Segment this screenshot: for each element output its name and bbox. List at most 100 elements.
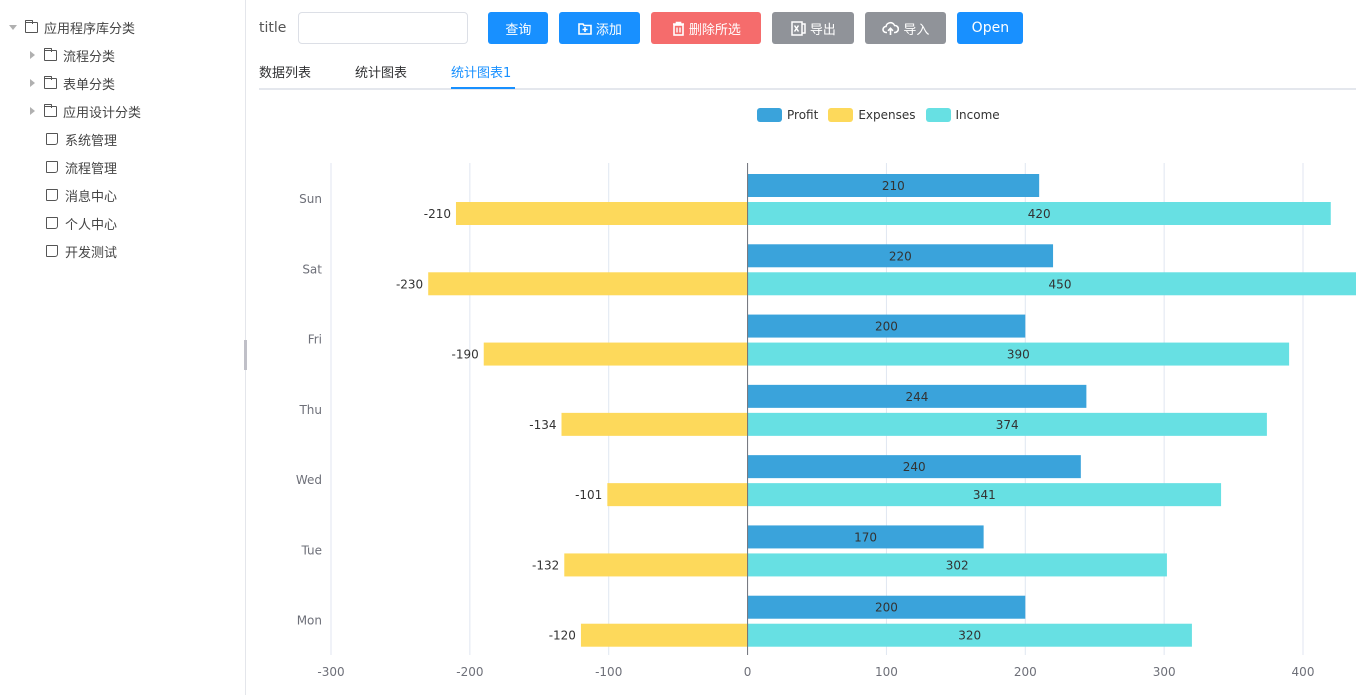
excel-icon <box>791 20 806 36</box>
caret-right-icon[interactable] <box>30 51 35 59</box>
bar-income <box>747 553 1167 577</box>
legend-label-expenses: Expenses <box>858 108 916 122</box>
tab-statistics-chart-1[interactable]: 统计图表1 <box>451 66 512 81</box>
x-tick-label: -300 <box>317 665 344 679</box>
bar-profit <box>747 455 1081 479</box>
folder-icon <box>43 103 57 117</box>
legend-label-profit: Profit <box>787 108 819 122</box>
legend-swatch-income <box>925 108 951 122</box>
data-label-income: 341 <box>973 488 996 502</box>
legend-item-income[interactable]: Income <box>925 108 1000 122</box>
legend-item-expenses[interactable]: Expenses <box>828 108 916 122</box>
bar-expenses <box>455 202 748 225</box>
data-label-income: 420 <box>1028 207 1051 221</box>
data-label-profit: 170 <box>854 530 877 544</box>
x-tick-label: -200 <box>456 665 483 679</box>
bar-expenses <box>580 623 748 647</box>
data-label-income: 374 <box>996 418 1019 432</box>
delete-selected-button[interactable]: 删除所选 <box>651 12 762 44</box>
tree-item[interactable]: 流程管理 <box>46 153 117 181</box>
data-label-income: 450 <box>1049 277 1072 291</box>
caret-right-icon[interactable] <box>30 79 35 87</box>
import-button-label: 导入 <box>903 22 930 38</box>
y-category-label: Mon <box>297 614 322 628</box>
query-button[interactable]: 查询 <box>488 12 549 44</box>
tree-item-label: 消息中心 <box>65 189 118 205</box>
data-label-profit: 200 <box>875 601 898 615</box>
open-button[interactable]: Open <box>957 12 1024 44</box>
bar-expenses <box>561 412 748 436</box>
add-button[interactable]: 添加 <box>559 12 641 44</box>
data-label-expenses: -190 <box>452 348 479 362</box>
bar-profit <box>747 244 1054 268</box>
export-button[interactable]: 导出 <box>772 12 855 44</box>
file-icon <box>46 161 58 173</box>
title-search-input[interactable] <box>298 12 469 44</box>
y-category-label: Sat <box>302 262 322 276</box>
data-label-expenses: -134 <box>529 418 556 432</box>
y-category-label: Wed <box>296 473 322 487</box>
export-button-label: 导出 <box>809 22 836 38</box>
delete-selected-button-label: 删除所选 <box>688 22 741 38</box>
data-label-profit: 220 <box>889 249 912 263</box>
legend-label-income: Income <box>955 108 1000 122</box>
x-tick-label: 300 <box>1153 665 1176 679</box>
legend-swatch-profit <box>757 108 782 122</box>
tree-item-label: 个人中心 <box>65 217 118 233</box>
import-button[interactable]: 导入 <box>865 12 947 44</box>
tree-item[interactable]: 应用程序库分类 <box>9 13 135 41</box>
data-label-profit: 200 <box>875 320 898 334</box>
folder-icon <box>43 75 57 89</box>
bar-expenses <box>607 483 748 507</box>
data-label-income: 390 <box>1007 348 1030 362</box>
tab-bar: 数据列表 统计图表 统计图表1 <box>259 56 1356 90</box>
bar-profit <box>747 595 1026 619</box>
tab-statistics-chart[interactable]: 统计图表 <box>355 66 408 81</box>
tree-item[interactable]: 个人中心 <box>46 209 117 237</box>
bar-income <box>747 412 1267 436</box>
tree-item[interactable]: 消息中心 <box>46 181 117 209</box>
bar-income <box>747 623 1192 647</box>
active-tab-indicator <box>451 87 515 89</box>
tree-item-label: 应用程序库分类 <box>44 21 136 37</box>
tree-item[interactable]: 流程分类 <box>28 41 115 69</box>
title-field-label: title <box>259 20 287 36</box>
tree-item[interactable]: 开发测试 <box>46 237 117 265</box>
x-tick-label: 200 <box>1014 665 1037 679</box>
data-label-expenses: -132 <box>532 558 559 572</box>
data-label-profit: 240 <box>903 460 926 474</box>
y-category-label: Tue <box>301 543 323 557</box>
data-label-expenses: -230 <box>396 277 423 291</box>
bar-expenses <box>428 272 748 296</box>
tree-item[interactable]: 应用设计分类 <box>28 97 141 125</box>
tree-item[interactable]: 表单分类 <box>28 69 115 97</box>
bar-income <box>747 342 1290 366</box>
open-button-label: Open <box>971 20 1010 36</box>
legend-swatch-expenses <box>828 108 854 122</box>
folder-add-icon <box>578 22 592 35</box>
data-label-income: 320 <box>958 629 981 643</box>
x-tick-label: 100 <box>875 665 898 679</box>
tree-item-label: 流程分类 <box>63 49 116 65</box>
folder-icon <box>24 19 38 33</box>
tree-item-label: 表单分类 <box>63 77 116 93</box>
tree-item[interactable]: 系统管理 <box>46 125 117 153</box>
bar-income <box>747 202 1331 225</box>
y-category-label: Thu <box>298 403 322 417</box>
tree-item-label: 系统管理 <box>65 133 118 149</box>
x-tick-label: 0 <box>744 665 752 679</box>
caret-right-icon[interactable] <box>30 107 35 115</box>
sidebar-tree: 应用程序库分类 流程分类表单分类应用设计分类 系统管理流程管理消息中心个人中心开发测… <box>0 0 246 695</box>
panel-splitter-handle[interactable] <box>244 340 247 370</box>
bar-profit <box>747 174 1040 197</box>
legend-item-profit[interactable]: Profit <box>757 108 818 122</box>
file-icon <box>46 217 58 229</box>
tab-data-list[interactable]: 数据列表 <box>259 66 312 81</box>
tree-item-label: 流程管理 <box>65 161 118 177</box>
tree-item-label: 应用设计分类 <box>63 105 142 121</box>
folder-icon <box>43 47 57 61</box>
x-tick-label: 400 <box>1292 665 1315 679</box>
caret-down-icon[interactable] <box>9 24 17 30</box>
add-button-label: 添加 <box>595 22 622 38</box>
data-label-expenses: -120 <box>549 629 576 643</box>
